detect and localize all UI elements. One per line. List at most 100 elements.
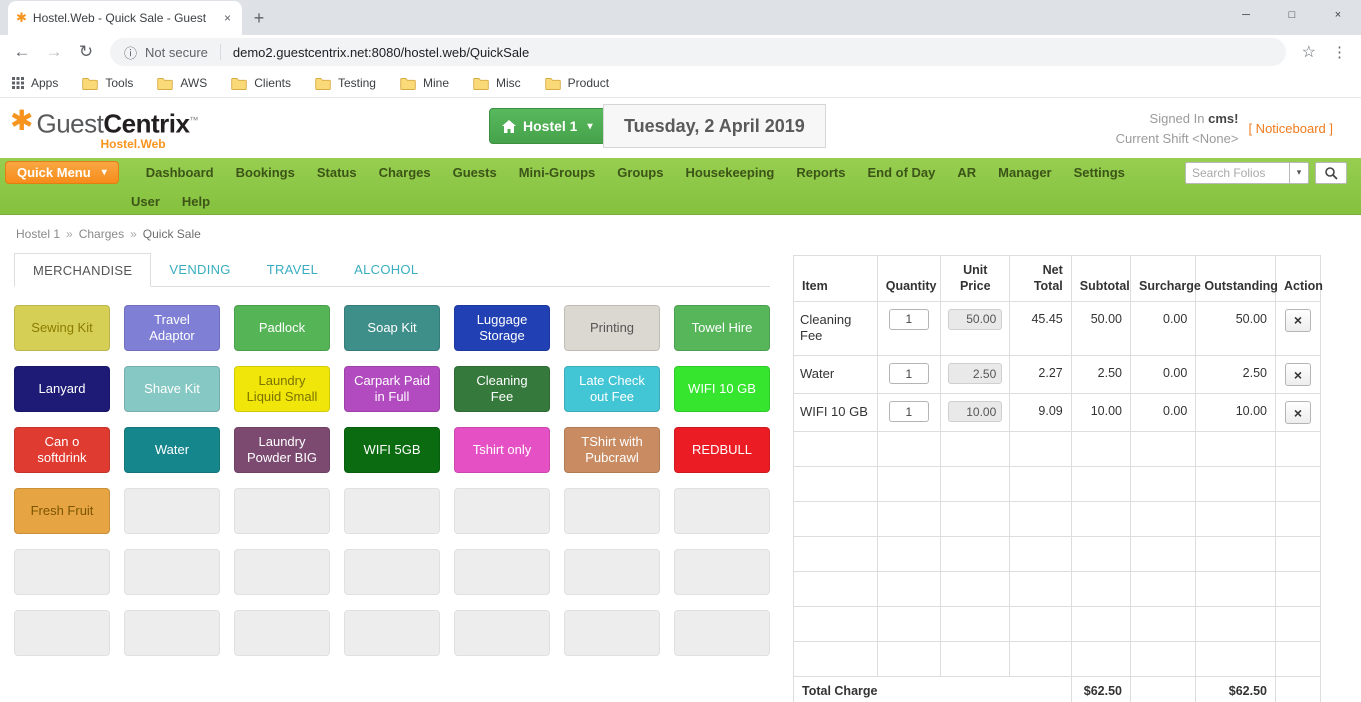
product-slot-empty[interactable] <box>674 488 770 534</box>
product-laundry-powder-big[interactable]: Laundry Powder BIG <box>234 427 330 473</box>
breadcrumb-charges[interactable]: Charges <box>78 227 125 241</box>
new-tab-button[interactable]: + <box>253 7 265 28</box>
bookmark-aws[interactable]: AWS <box>157 76 207 90</box>
window-minimize-button[interactable]: ─ <box>1242 9 1250 21</box>
product-slot-empty[interactable] <box>454 610 550 656</box>
product-slot-empty[interactable] <box>344 549 440 595</box>
product-slot-empty[interactable] <box>14 610 110 656</box>
tab-alcohol[interactable]: ALCOHOL <box>354 262 419 277</box>
forward-icon[interactable]: → <box>45 42 63 61</box>
nav-item-groups[interactable]: Groups <box>617 165 664 180</box>
window-close-button[interactable]: × <box>1334 9 1342 21</box>
product-late-check-out-fee[interactable]: Late Check out Fee <box>564 366 660 412</box>
search-type-dropdown[interactable]: ▾ <box>1289 161 1309 184</box>
nav-item-help[interactable]: Help <box>181 193 211 209</box>
product-slot-empty[interactable] <box>454 549 550 595</box>
product-slot-empty[interactable] <box>564 610 660 656</box>
remove-item-button[interactable]: × <box>1285 308 1311 332</box>
product-slot-empty[interactable] <box>124 549 220 595</box>
product-can-o-softdrink[interactable]: Can o softdrink <box>14 427 110 473</box>
product-soap-kit[interactable]: Soap Kit <box>344 305 440 351</box>
nav-item-bookings[interactable]: Bookings <box>235 165 295 180</box>
quick-menu-button[interactable]: Quick Menu ▾ <box>5 161 119 184</box>
bookmark-clients[interactable]: Clients <box>231 76 291 90</box>
product-towel-hire[interactable]: Towel Hire <box>674 305 770 351</box>
unit-price-input[interactable] <box>948 401 1003 423</box>
property-selector-button[interactable]: Hostel 1 ▾ <box>489 108 606 144</box>
bookmark-mine[interactable]: Mine <box>400 76 449 90</box>
bookmark-testing[interactable]: Testing <box>315 76 376 90</box>
quantity-input[interactable] <box>888 308 929 330</box>
noticeboard-link[interactable]: [ Noticeboard ] <box>1248 121 1333 136</box>
nav-item-manager[interactable]: Manager <box>998 165 1052 180</box>
nav-item-charges[interactable]: Charges <box>378 165 431 180</box>
product-slot-empty[interactable] <box>674 610 770 656</box>
nav-item-reports[interactable]: Reports <box>796 165 846 180</box>
nav-item-user[interactable]: User <box>131 193 160 209</box>
tab-merchandise[interactable]: MERCHANDISE <box>14 253 152 287</box>
product-slot-empty[interactable] <box>14 549 110 595</box>
product-shave-kit[interactable]: Shave Kit <box>124 366 220 412</box>
tab-close-icon[interactable]: × <box>223 11 231 25</box>
browser-menu-icon[interactable]: ⋮ <box>1332 44 1347 61</box>
tab-travel[interactable]: TRAVEL <box>266 262 319 277</box>
product-printing[interactable]: Printing <box>564 305 660 351</box>
product-cleaning-fee[interactable]: Cleaning Fee <box>454 366 550 412</box>
back-icon[interactable]: ← <box>13 42 31 61</box>
product-slot-empty[interactable] <box>564 549 660 595</box>
bookmark-misc[interactable]: Misc <box>473 76 521 90</box>
nav-item-end-of-day[interactable]: End of Day <box>867 165 936 180</box>
product-laundry-liquid-small[interactable]: Laundry Liquid Small <box>234 366 330 412</box>
nav-item-guests[interactable]: Guests <box>452 165 497 180</box>
browser-tab[interactable]: ✱ Hostel.Web - Quick Sale - Guest × <box>8 1 242 35</box>
reload-icon[interactable]: ↻ <box>78 42 94 61</box>
bookmark-product[interactable]: Product <box>544 76 609 90</box>
nav-item-settings[interactable]: Settings <box>1073 165 1125 180</box>
info-icon[interactable]: ⓘ <box>124 45 138 61</box>
nav-item-housekeeping[interactable]: Housekeeping <box>685 165 775 180</box>
tab-vending[interactable]: VENDING <box>169 262 231 277</box>
product-slot-empty[interactable] <box>674 549 770 595</box>
product-padlock[interactable]: Padlock <box>234 305 330 351</box>
product-slot-empty[interactable] <box>234 610 330 656</box>
product-tshirt-with-pubcrawl[interactable]: TShirt with Pubcrawl <box>564 427 660 473</box>
product-redbull[interactable]: REDBULL <box>674 427 770 473</box>
product-slot-empty[interactable] <box>124 610 220 656</box>
product-slot-empty[interactable] <box>564 488 660 534</box>
bookmark-star-icon[interactable]: ☆ <box>1301 44 1316 61</box>
search-button[interactable] <box>1315 161 1347 184</box>
remove-item-button[interactable]: × <box>1285 401 1311 425</box>
quantity-input[interactable] <box>888 401 929 423</box>
nav-item-mini-groups[interactable]: Mini-Groups <box>518 165 596 180</box>
product-lanyard[interactable]: Lanyard <box>14 366 110 412</box>
product-luggage-storage[interactable]: Luggage Storage <box>454 305 550 351</box>
search-folios-input[interactable] <box>1185 161 1289 184</box>
product-slot-empty[interactable] <box>234 488 330 534</box>
unit-price-input[interactable] <box>948 308 1003 330</box>
nav-item-status[interactable]: Status <box>316 165 357 180</box>
address-bar[interactable]: ⓘ Not secure demo2.guestcentrix.net:8080… <box>110 38 1286 66</box>
product-slot-empty[interactable] <box>454 488 550 534</box>
window-maximize-button[interactable]: □ <box>1288 9 1296 21</box>
breadcrumb-hostel-1[interactable]: Hostel 1 <box>16 227 61 241</box>
product-tshirt-only[interactable]: Tshirt only <box>454 427 550 473</box>
unit-price-input[interactable] <box>948 363 1003 385</box>
product-fresh-fruit[interactable]: Fresh Fruit <box>14 488 110 534</box>
remove-item-button[interactable]: × <box>1285 363 1311 387</box>
product-wifi-10-gb[interactable]: WIFI 10 GB <box>674 366 770 412</box>
product-slot-empty[interactable] <box>344 610 440 656</box>
product-wifi-5gb[interactable]: WIFI 5GB <box>344 427 440 473</box>
bookmark-tools[interactable]: Tools <box>82 76 133 90</box>
nav-item-ar[interactable]: AR <box>957 165 977 180</box>
product-sewing-kit[interactable]: Sewing Kit <box>14 305 110 351</box>
cell-surcharge: 0.00 <box>1129 300 1197 357</box>
nav-item-dashboard[interactable]: Dashboard <box>145 165 214 180</box>
bookmark-apps[interactable]: Apps <box>12 76 58 90</box>
product-slot-empty[interactable] <box>234 549 330 595</box>
product-water[interactable]: Water <box>124 427 220 473</box>
product-slot-empty[interactable] <box>344 488 440 534</box>
product-travel-adaptor[interactable]: Travel Adaptor <box>124 305 220 351</box>
product-carpark-paid-in-full[interactable]: Carpark Paid in Full <box>344 366 440 412</box>
product-slot-empty[interactable] <box>124 488 220 534</box>
quantity-input[interactable] <box>888 363 929 385</box>
